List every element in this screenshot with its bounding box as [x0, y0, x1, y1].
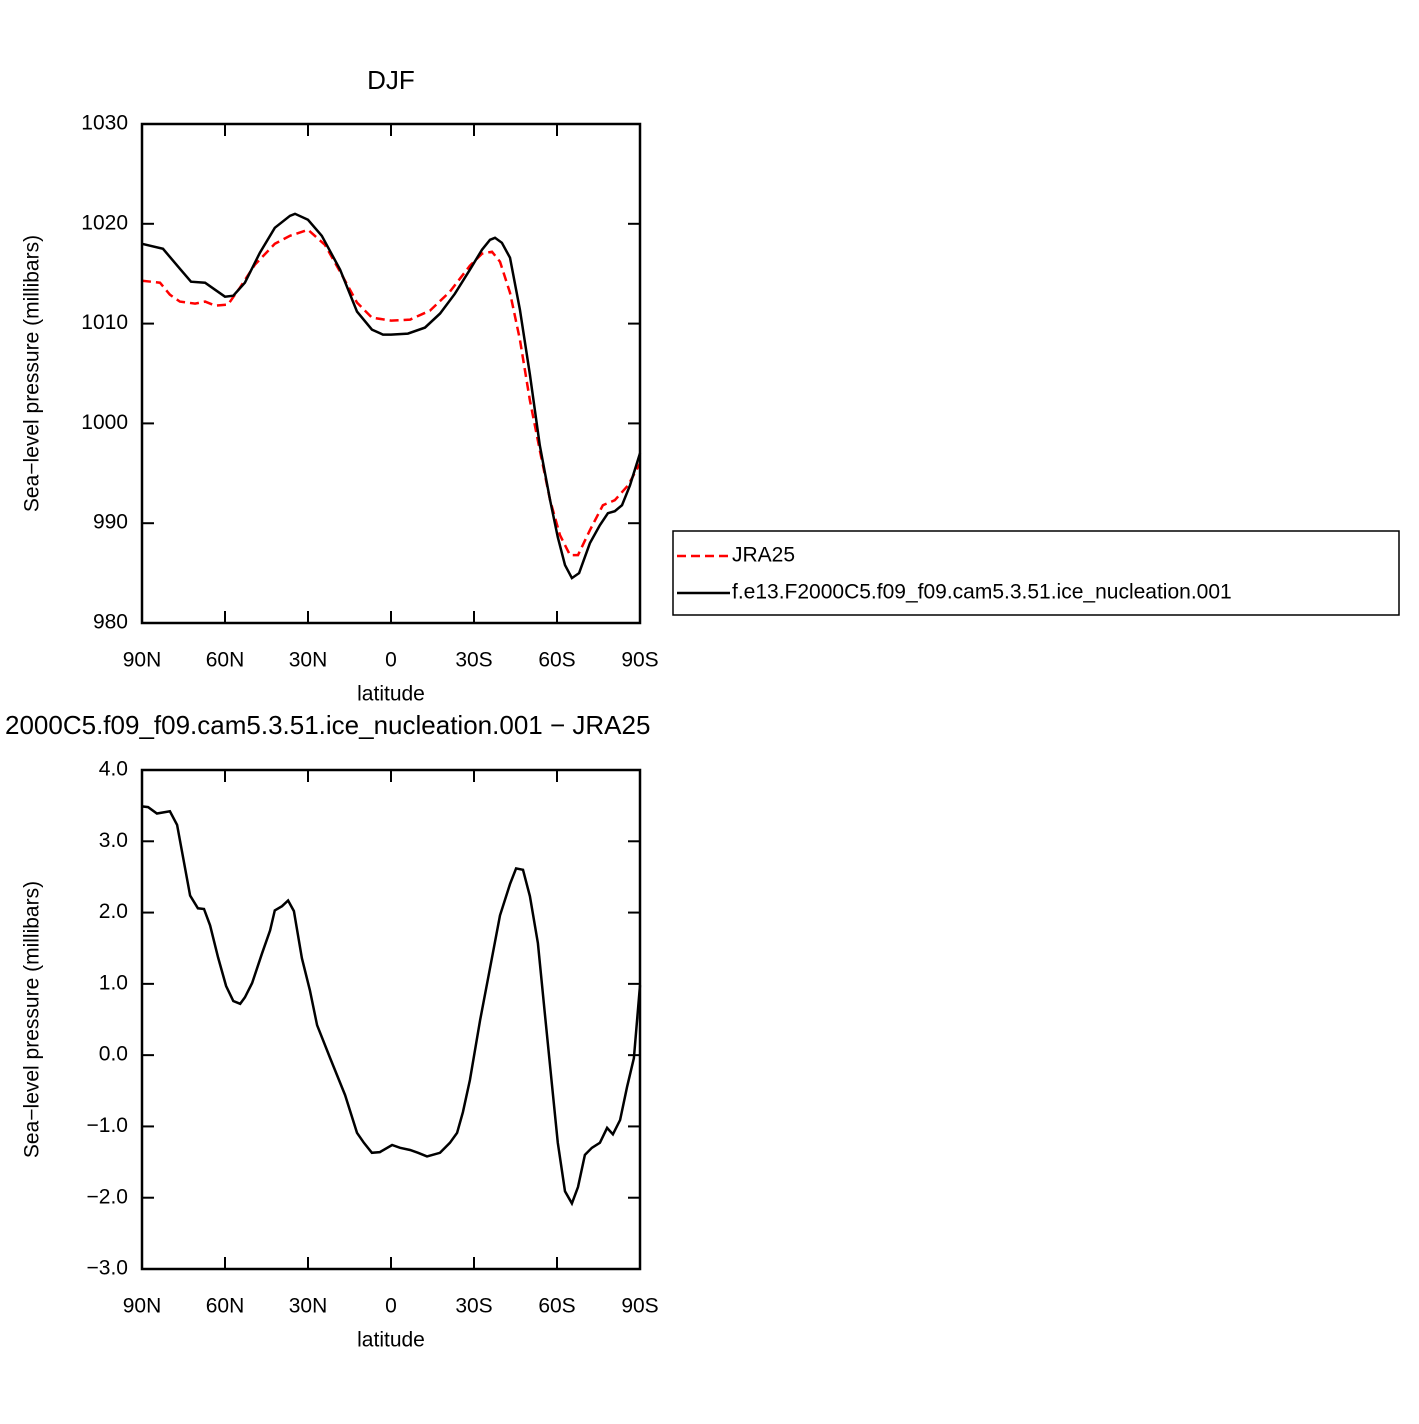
- data-line: [141, 212, 642, 580]
- plot-frame: [140, 122, 642, 625]
- y-tick-label: 0.0: [99, 1043, 128, 1066]
- x-tick-label: 60N: [206, 649, 245, 672]
- y-tick-label: 2.0: [99, 900, 128, 923]
- x-tick-label: 60N: [206, 1295, 245, 1318]
- y-tick-label: 1020: [81, 211, 128, 234]
- x-tick-label: 60S: [538, 1295, 575, 1318]
- x-tick-label: 30S: [455, 1295, 492, 1318]
- y-tick-label: −3.0: [87, 1257, 128, 1280]
- y-axis-label: Sea−level pressure (millibars): [21, 881, 44, 1158]
- x-tick-label: 90N: [123, 649, 162, 672]
- y-tick-label: 1000: [81, 411, 128, 434]
- x-tick-label: 90S: [621, 1295, 658, 1318]
- x-tick-label: 30S: [455, 649, 492, 672]
- x-tick-label: 30N: [289, 1295, 328, 1318]
- x-tick-label: 90S: [621, 649, 658, 672]
- plot-frame: [140, 768, 642, 1271]
- data-line: [141, 228, 642, 557]
- x-tick-label: 30N: [289, 649, 328, 672]
- y-tick-label: 1010: [81, 311, 128, 334]
- y-tick-label: 3.0: [99, 829, 128, 852]
- y-tick-label: −2.0: [87, 1185, 128, 1208]
- x-tick-label: 0: [385, 649, 397, 672]
- y-tick-label: −1.0: [87, 1114, 128, 1137]
- x-axis-label: latitude: [357, 1329, 425, 1352]
- y-tick-label: 990: [93, 511, 128, 534]
- y-tick-label: 980: [93, 611, 128, 634]
- legend-label: JRA25: [732, 544, 795, 567]
- x-axis-label: latitude: [357, 683, 425, 706]
- chart-title: 2000C5.f09_f09.cam5.3.51.ice_nucleation.…: [5, 710, 650, 740]
- y-tick-label: 4.0: [99, 758, 128, 781]
- legend-box: [672, 530, 1400, 616]
- x-tick-label: 60S: [538, 649, 575, 672]
- y-tick-label: 1030: [81, 112, 128, 135]
- data-line: [141, 805, 642, 1207]
- y-tick-label: 1.0: [99, 971, 128, 994]
- legend-label: f.e13.F2000C5.f09_f09.cam5.3.51.ice_nucl…: [732, 581, 1232, 604]
- y-axis-label: Sea−level pressure (millibars): [21, 235, 44, 512]
- chart-title: DJF: [367, 65, 415, 95]
- x-tick-label: 90N: [123, 1295, 162, 1318]
- x-tick-label: 0: [385, 1295, 397, 1318]
